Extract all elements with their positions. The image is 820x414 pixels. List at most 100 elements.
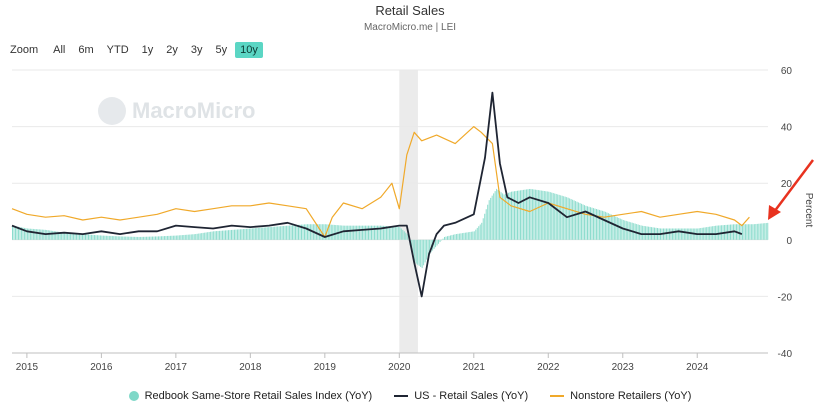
redbook-bar [487, 205, 488, 240]
redbook-bar [517, 191, 518, 240]
redbook-bar [550, 192, 551, 240]
redbook-bar [374, 226, 375, 240]
legend-item-retail[interactable]: US - Retail Sales (YoY) [394, 390, 528, 402]
redbook-bar [185, 235, 186, 240]
redbook-bar [678, 228, 679, 239]
redbook-bar [116, 236, 117, 240]
legend-item-redbook[interactable]: Redbook Same-Store Retail Sales Index (Y… [129, 390, 373, 402]
redbook-bar [170, 236, 171, 240]
redbook-bar [188, 235, 189, 240]
redbook-bar [520, 190, 521, 239]
legend-item-nonstore[interactable]: Nonstore Retailers (YoY) [550, 390, 691, 402]
redbook-bar [448, 236, 449, 240]
redbook-bar [353, 226, 354, 240]
redbook-bar [133, 237, 134, 240]
redbook-bar [612, 215, 613, 240]
legend: Redbook Same-Store Retail Sales Index (Y… [0, 390, 820, 402]
redbook-bar [536, 190, 537, 240]
redbook-bar [295, 225, 296, 240]
redbook-bar [583, 204, 584, 239]
redbook-bar [191, 234, 192, 239]
redbook-bar [419, 240, 420, 266]
redbook-bar [277, 226, 278, 239]
redbook-bar [146, 237, 147, 240]
redbook-bar [526, 189, 527, 239]
redbook-bar [743, 224, 744, 240]
redbook-bar [103, 236, 104, 240]
redbook-bar [195, 234, 196, 240]
redbook-bar [501, 192, 502, 240]
redbook-bar [243, 229, 244, 240]
redbook-bar [241, 229, 242, 240]
redbook-bar [165, 236, 166, 240]
redbook-bar [48, 230, 49, 240]
redbook-bar [371, 226, 372, 240]
redbook-bar [216, 231, 217, 240]
redbook-bar [444, 237, 445, 240]
redbook-bar [249, 229, 250, 240]
redbook-bar [551, 193, 552, 240]
redbook-bar [261, 228, 262, 240]
redbook-bar [331, 225, 332, 240]
redbook-bar [645, 226, 646, 240]
redbook-bar [518, 191, 519, 240]
redbook-bar [398, 227, 399, 240]
redbook-bar [106, 236, 107, 240]
redbook-bar [70, 233, 71, 240]
redbook-bar [258, 228, 259, 240]
redbook-bar [154, 237, 155, 240]
redbook-bar [308, 224, 309, 240]
redbook-bar [572, 200, 573, 240]
redbook-bar [155, 236, 156, 239]
redbook-bar [483, 218, 484, 240]
redbook-bar [575, 201, 576, 240]
redbook-bar [12, 226, 13, 240]
redbook-bar [535, 190, 536, 240]
redbook-bar [162, 236, 163, 240]
redbook-bar [685, 228, 686, 239]
redbook-bar [675, 228, 676, 239]
redbook-bar [265, 227, 266, 239]
redbook-bar [305, 224, 306, 240]
redbook-bar [267, 227, 268, 240]
redbook-bar [639, 225, 640, 240]
redbook-bar [669, 228, 670, 239]
redbook-bar [547, 191, 548, 239]
redbook-bar [508, 193, 509, 240]
redbook-bar [596, 209, 597, 240]
redbook-bar [498, 190, 499, 240]
redbook-bar [192, 234, 193, 239]
redbook-bar [143, 237, 144, 240]
x-tick-label: 2015 [16, 362, 39, 373]
redbook-bar [343, 226, 344, 240]
redbook-bar [107, 236, 108, 240]
redbook-bar [288, 226, 289, 240]
y-tick-label: 0 [786, 236, 792, 247]
redbook-bar [174, 236, 175, 240]
redbook-bar [562, 196, 563, 240]
redbook-bar [176, 236, 177, 240]
redbook-bar [468, 232, 469, 240]
redbook-bar [28, 229, 29, 240]
redbook-bar [234, 230, 235, 240]
redbook-bar [611, 215, 612, 240]
redbook-bar [443, 239, 444, 240]
redbook-bar [484, 214, 485, 240]
redbook-bar [480, 225, 481, 240]
redbook-bar [588, 207, 589, 240]
redbook-bar [286, 226, 287, 240]
redbook-bar [641, 225, 642, 239]
redbook-bar [621, 219, 622, 239]
redbook-bar [347, 226, 348, 240]
redbook-bar [40, 229, 41, 239]
redbook-bar [139, 237, 140, 240]
redbook-bar [742, 224, 743, 240]
redbook-bar [125, 237, 126, 240]
redbook-bar [399, 227, 400, 240]
redbook-bar [127, 237, 128, 240]
redbook-bar [764, 223, 765, 240]
redbook-bar [186, 235, 187, 240]
redbook-bar [210, 232, 211, 240]
redbook-bar [215, 231, 216, 240]
redbook-bar [224, 231, 225, 240]
